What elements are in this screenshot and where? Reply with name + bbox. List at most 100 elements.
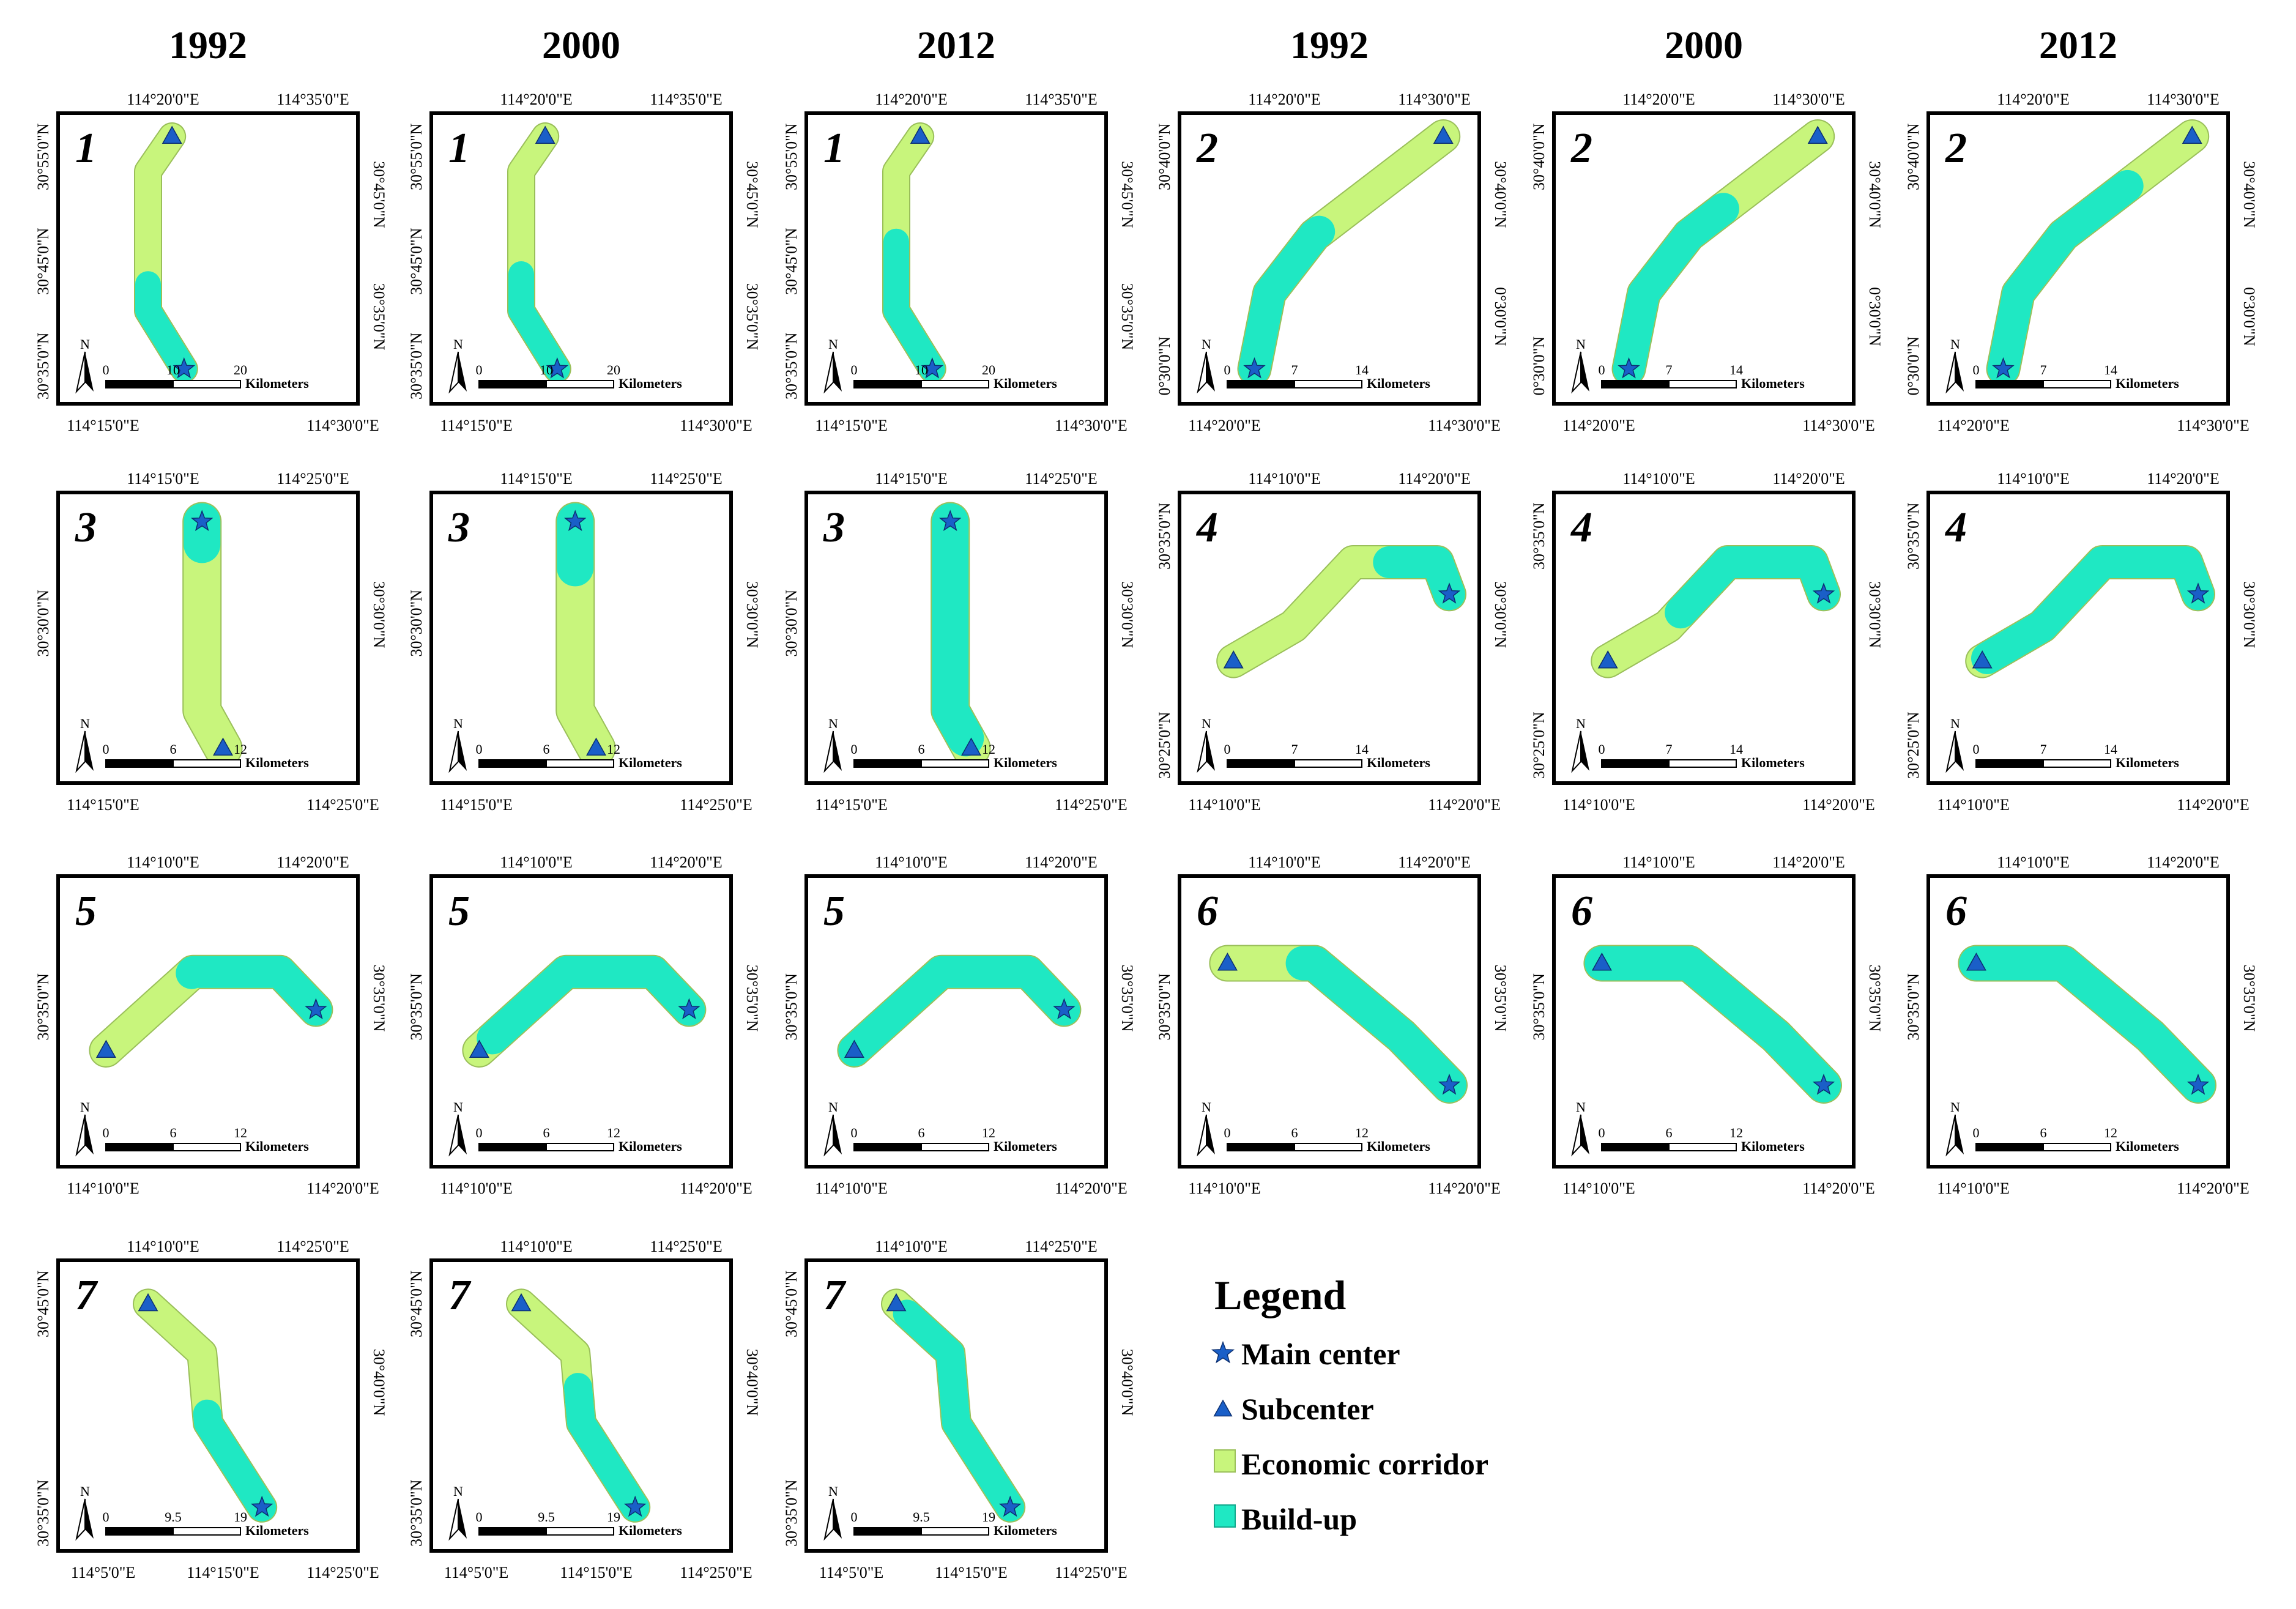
north-arrow-half (833, 352, 842, 392)
north-arrow-half (1581, 731, 1589, 771)
bottom-coordinate-label: 114°15'0"E (67, 417, 139, 434)
left-coordinate-label: 30°40'0"N (1156, 123, 1173, 190)
top-coordinate-label: 114°10'0"E (1997, 853, 2070, 871)
scale-bar-dark (478, 380, 547, 388)
scale-label-mid: 7 (1666, 741, 1673, 757)
build-up-area (563, 1373, 650, 1522)
main-center-icon (1053, 998, 1076, 1020)
bottom-coordinate-label: 114°30'0"E (1428, 417, 1501, 434)
scale-label-0: 0 (103, 1125, 110, 1140)
scale-bar-dark (105, 1143, 174, 1151)
scale-bar-light (921, 1527, 989, 1536)
build-up-area (1971, 546, 2214, 674)
scale-label-mid: 10 (166, 362, 180, 377)
north-arrow-half (1571, 1114, 1581, 1157)
scale-label-0: 0 (1599, 362, 1605, 377)
right-coordinate-label: 0°30'0"N (1492, 287, 1509, 346)
subcenter-icon (1217, 952, 1238, 971)
north-arrow-half (1581, 352, 1589, 392)
left-coordinate-label: 30°45'0"N (407, 1270, 425, 1337)
build-up-area (193, 1399, 277, 1522)
right-coordinate-label: 30°35'0"N (370, 965, 388, 1032)
scale-label-max: 12 (982, 741, 995, 757)
scale-bar-light (2043, 380, 2111, 388)
build-up-area (893, 1299, 1025, 1522)
legend-title: Legend (1214, 1272, 1347, 1318)
economic-corridor-area (184, 503, 242, 767)
main-center-icon (173, 357, 196, 379)
top-coordinate-label: 114°20'0"E (1772, 470, 1845, 488)
scale-label-mid: 9.5 (538, 1509, 555, 1525)
north-arrow-half (1206, 352, 1215, 392)
scale-label-max: 12 (234, 1125, 247, 1140)
scale-label-max: 14 (2104, 362, 2117, 377)
north-arrow-icon: N (823, 336, 842, 394)
right-coordinate-label: 30°35'0"N (743, 965, 761, 1032)
corridor-number: 6 (1571, 888, 1592, 935)
north-arrow-half (1581, 1115, 1589, 1154)
scale-unit: Kilometers (619, 376, 682, 391)
main-center-icon (1618, 357, 1640, 379)
scale-unit: Kilometers (994, 1523, 1057, 1538)
bottom-coordinate-label: 114°20'0"E (1055, 1180, 1128, 1197)
corridor-number: 6 (1197, 888, 1218, 935)
subcenter-icon (961, 737, 981, 756)
scale-label-max: 12 (982, 1125, 995, 1140)
scale-label-0: 0 (851, 1125, 858, 1140)
bottom-coordinate-label: 114°20'0"E (1802, 1180, 1875, 1197)
north-arrow-half (1197, 730, 1207, 773)
left-coordinate-label: 30°45'0"N (34, 228, 52, 295)
main-center-icon (678, 998, 700, 1020)
left-coordinate-label: 30°45'0"N (782, 228, 800, 295)
map-frame (1178, 874, 1481, 1169)
top-coordinate-label: 114°20'0"E (1398, 853, 1471, 871)
scale-bar-light (546, 759, 614, 768)
north-arrow-half (823, 730, 834, 773)
bottom-coordinate-label: 114°10'0"E (1562, 796, 1635, 814)
scale-unit: Kilometers (2116, 376, 2179, 391)
top-coordinate-label: 114°10'0"E (1248, 470, 1321, 488)
right-coordinate-label: 30°40'0"N (1492, 161, 1509, 228)
left-coordinate-label: 30°35'0"N (407, 1479, 425, 1547)
build-up-area (1585, 946, 1841, 1102)
scale-label-0: 0 (476, 362, 483, 377)
left-coordinate-label: 30°35'0"N (1904, 502, 1922, 570)
subcenter-icon (886, 1293, 907, 1312)
north-arrow-half (833, 1115, 842, 1154)
right-coordinate-label: 30°35'0"N (370, 283, 388, 351)
scale-bar-light (1294, 759, 1362, 768)
north-arrow-half (448, 1498, 459, 1541)
scale-label-0: 0 (103, 362, 110, 377)
scale-bar-light (1294, 380, 1362, 388)
main-center-icon (2186, 1073, 2210, 1095)
subcenter-icon (586, 737, 606, 756)
subcenter-icon (1972, 650, 1993, 669)
bottom-coordinate-label: 114°10'0"E (67, 1180, 139, 1197)
subcenter-icon (469, 1039, 489, 1058)
north-label: N (1202, 716, 1211, 731)
north-label: N (1576, 716, 1586, 731)
scale-bar-light (173, 1143, 241, 1151)
scale-label-max: 12 (1729, 1125, 1743, 1140)
scale-bar-light (1668, 380, 1737, 388)
north-arrow-half (448, 1114, 459, 1157)
bottom-coordinate-label: 114°15'0"E (815, 417, 888, 434)
scale-label-mid: 7 (1666, 362, 1673, 377)
scale-bar-dark (105, 1527, 174, 1536)
corridor-number: 3 (448, 504, 470, 551)
top-coordinate-label: 114°10'0"E (127, 1238, 199, 1255)
right-coordinate-label: 30°35'0"N (743, 283, 761, 351)
bottom-coordinate-label: 114°30'0"E (307, 417, 379, 434)
bottom-coordinate-label: 114°25'0"E (680, 1564, 752, 1581)
top-coordinate-label: 114°20'0"E (875, 91, 948, 108)
main-center-icon (305, 998, 327, 1020)
corridor-number: 4 (1195, 504, 1218, 551)
north-arrow-icon: N (1945, 1099, 1964, 1157)
north-label: N (453, 716, 463, 731)
scale-bar-dark (1601, 759, 1670, 768)
map-frame (1178, 491, 1481, 785)
